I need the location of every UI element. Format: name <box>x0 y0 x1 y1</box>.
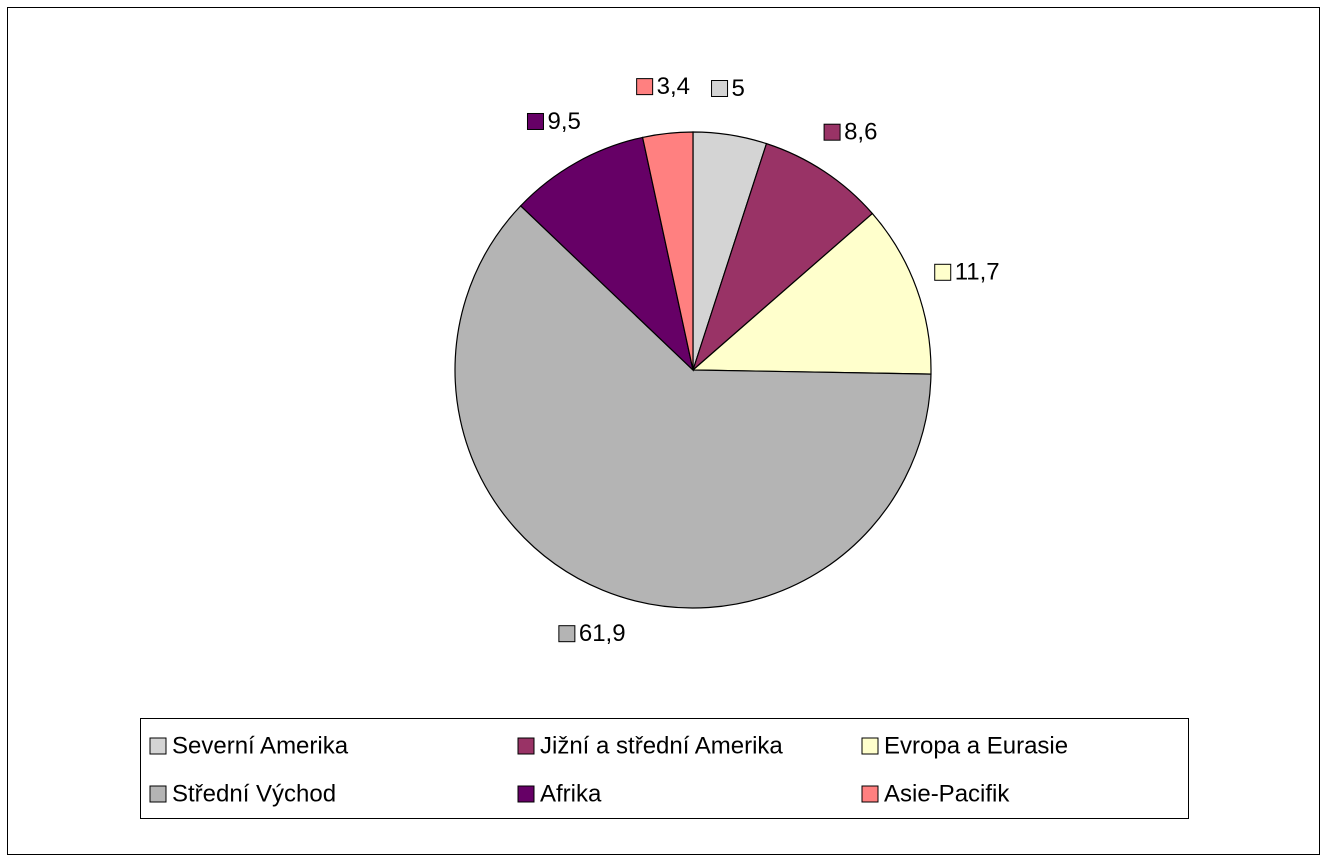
data-label-marker <box>934 263 952 281</box>
legend-marker <box>517 785 535 803</box>
data-label: 5 <box>732 75 745 102</box>
pie-slice <box>519 136 694 372</box>
legend-box <box>140 718 1189 819</box>
legend-label: Evropa a Eurasie <box>884 732 1068 759</box>
legend-marker <box>149 785 167 803</box>
data-label-marker <box>823 123 841 141</box>
legend-marker <box>517 737 535 755</box>
pie-slice <box>691 142 874 372</box>
data-label-marker <box>558 625 576 643</box>
legend-label: Afrika <box>540 780 602 807</box>
legend-marker <box>861 737 879 755</box>
pie-slice <box>691 212 932 375</box>
legend-marker <box>861 785 879 803</box>
data-label-marker <box>526 112 544 130</box>
pie-slice <box>641 131 694 371</box>
data-label: 3,4 <box>657 73 690 100</box>
data-label: 9,5 <box>547 108 580 135</box>
legend-marker <box>149 737 167 755</box>
data-label: 61,9 <box>579 620 626 647</box>
data-label-marker <box>711 80 729 98</box>
legend-label: Severní Amerika <box>172 732 349 759</box>
legend-label: Asie-Pacifik <box>884 780 1010 807</box>
legend-label: Střední Východ <box>172 780 336 807</box>
data-label: 11,7 <box>955 259 1000 286</box>
pie-slice <box>454 205 932 609</box>
legend-label: Jižní a střední Amerika <box>540 732 783 759</box>
data-label: 8,6 <box>844 119 877 146</box>
data-label-marker <box>636 78 654 96</box>
